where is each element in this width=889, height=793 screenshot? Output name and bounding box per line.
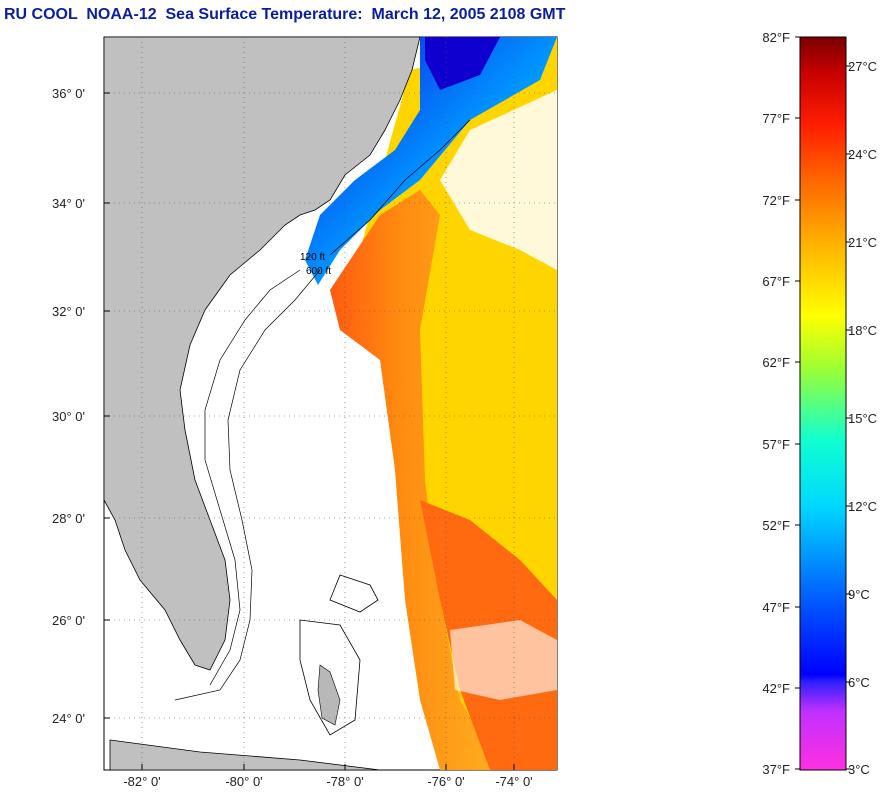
- lon-label: -78° 0': [326, 774, 364, 789]
- lat-label: 36° 0': [52, 86, 85, 101]
- bahamas-north: [329, 574, 379, 613]
- lat-label: 28° 0': [52, 511, 85, 526]
- colorbar-f-label: 52°F: [762, 518, 790, 533]
- cloud-cover-2: [450, 620, 557, 700]
- lon-label: -82° 0': [123, 774, 161, 789]
- lat-label: 34° 0': [52, 196, 85, 211]
- colorbar-c-label: 6°C: [848, 675, 870, 690]
- land-cuba: [109, 739, 381, 770]
- colorbar-c-label: 12°C: [848, 499, 878, 514]
- colorbar-f-label: 37°F: [762, 762, 790, 777]
- colorbar-c-label: 9°C: [848, 587, 870, 602]
- page-title: RU COOL NOAA-12 Sea Surface Temperature:…: [4, 6, 566, 23]
- lat-label: 24° 0': [52, 711, 85, 726]
- colorbar-ticks: [795, 36, 851, 770]
- colorbar-f-label: 42°F: [762, 681, 790, 696]
- graticule: [104, 37, 557, 770]
- coastal-cold-water: [305, 37, 557, 285]
- colorbar-c-label: 15°C: [848, 411, 878, 426]
- colorbar-f-label: 77°F: [762, 111, 790, 126]
- lon-label: -80° 0': [225, 774, 263, 789]
- lat-label: 30° 0': [52, 409, 85, 424]
- contour-label-120ft: 120 ft: [300, 252, 325, 263]
- colorbar-c-label: 3°C: [848, 762, 870, 777]
- colorbar-c-label: 27°C: [848, 59, 878, 74]
- land-us: [104, 37, 421, 671]
- colorbar-f-label: 67°F: [762, 274, 790, 289]
- cloud-cover: [440, 90, 557, 270]
- lat-label: 26° 0': [52, 613, 85, 628]
- colorbar-f-label: 47°F: [762, 600, 790, 615]
- frame-ticks: [104, 92, 515, 770]
- colorbar-c-label: 18°C: [848, 323, 878, 338]
- gulf-stream: [330, 190, 500, 770]
- deep-cold-water: [425, 37, 500, 90]
- lon-label: -74° 0': [495, 774, 533, 789]
- lon-label: -76° 0': [427, 774, 465, 789]
- contour-120ft: [204, 269, 301, 686]
- lat-label: 32° 0': [52, 304, 85, 319]
- colorbar-f-label: 57°F: [762, 437, 790, 452]
- colorbar-c-label: 21°C: [848, 235, 878, 250]
- contour-shelf-ne: [329, 119, 471, 256]
- colorbar-c-label: 24°C: [848, 147, 878, 162]
- colorbar: [799, 36, 847, 771]
- colorbar-f-label: 82°F: [762, 30, 790, 45]
- colorbar-f-label: 72°F: [762, 193, 790, 208]
- contour-600ft: [174, 269, 321, 701]
- bahamas-island: [317, 664, 341, 726]
- colorbar-f-label: 62°F: [762, 355, 790, 370]
- contour-label-600ft: 600 ft: [306, 266, 331, 277]
